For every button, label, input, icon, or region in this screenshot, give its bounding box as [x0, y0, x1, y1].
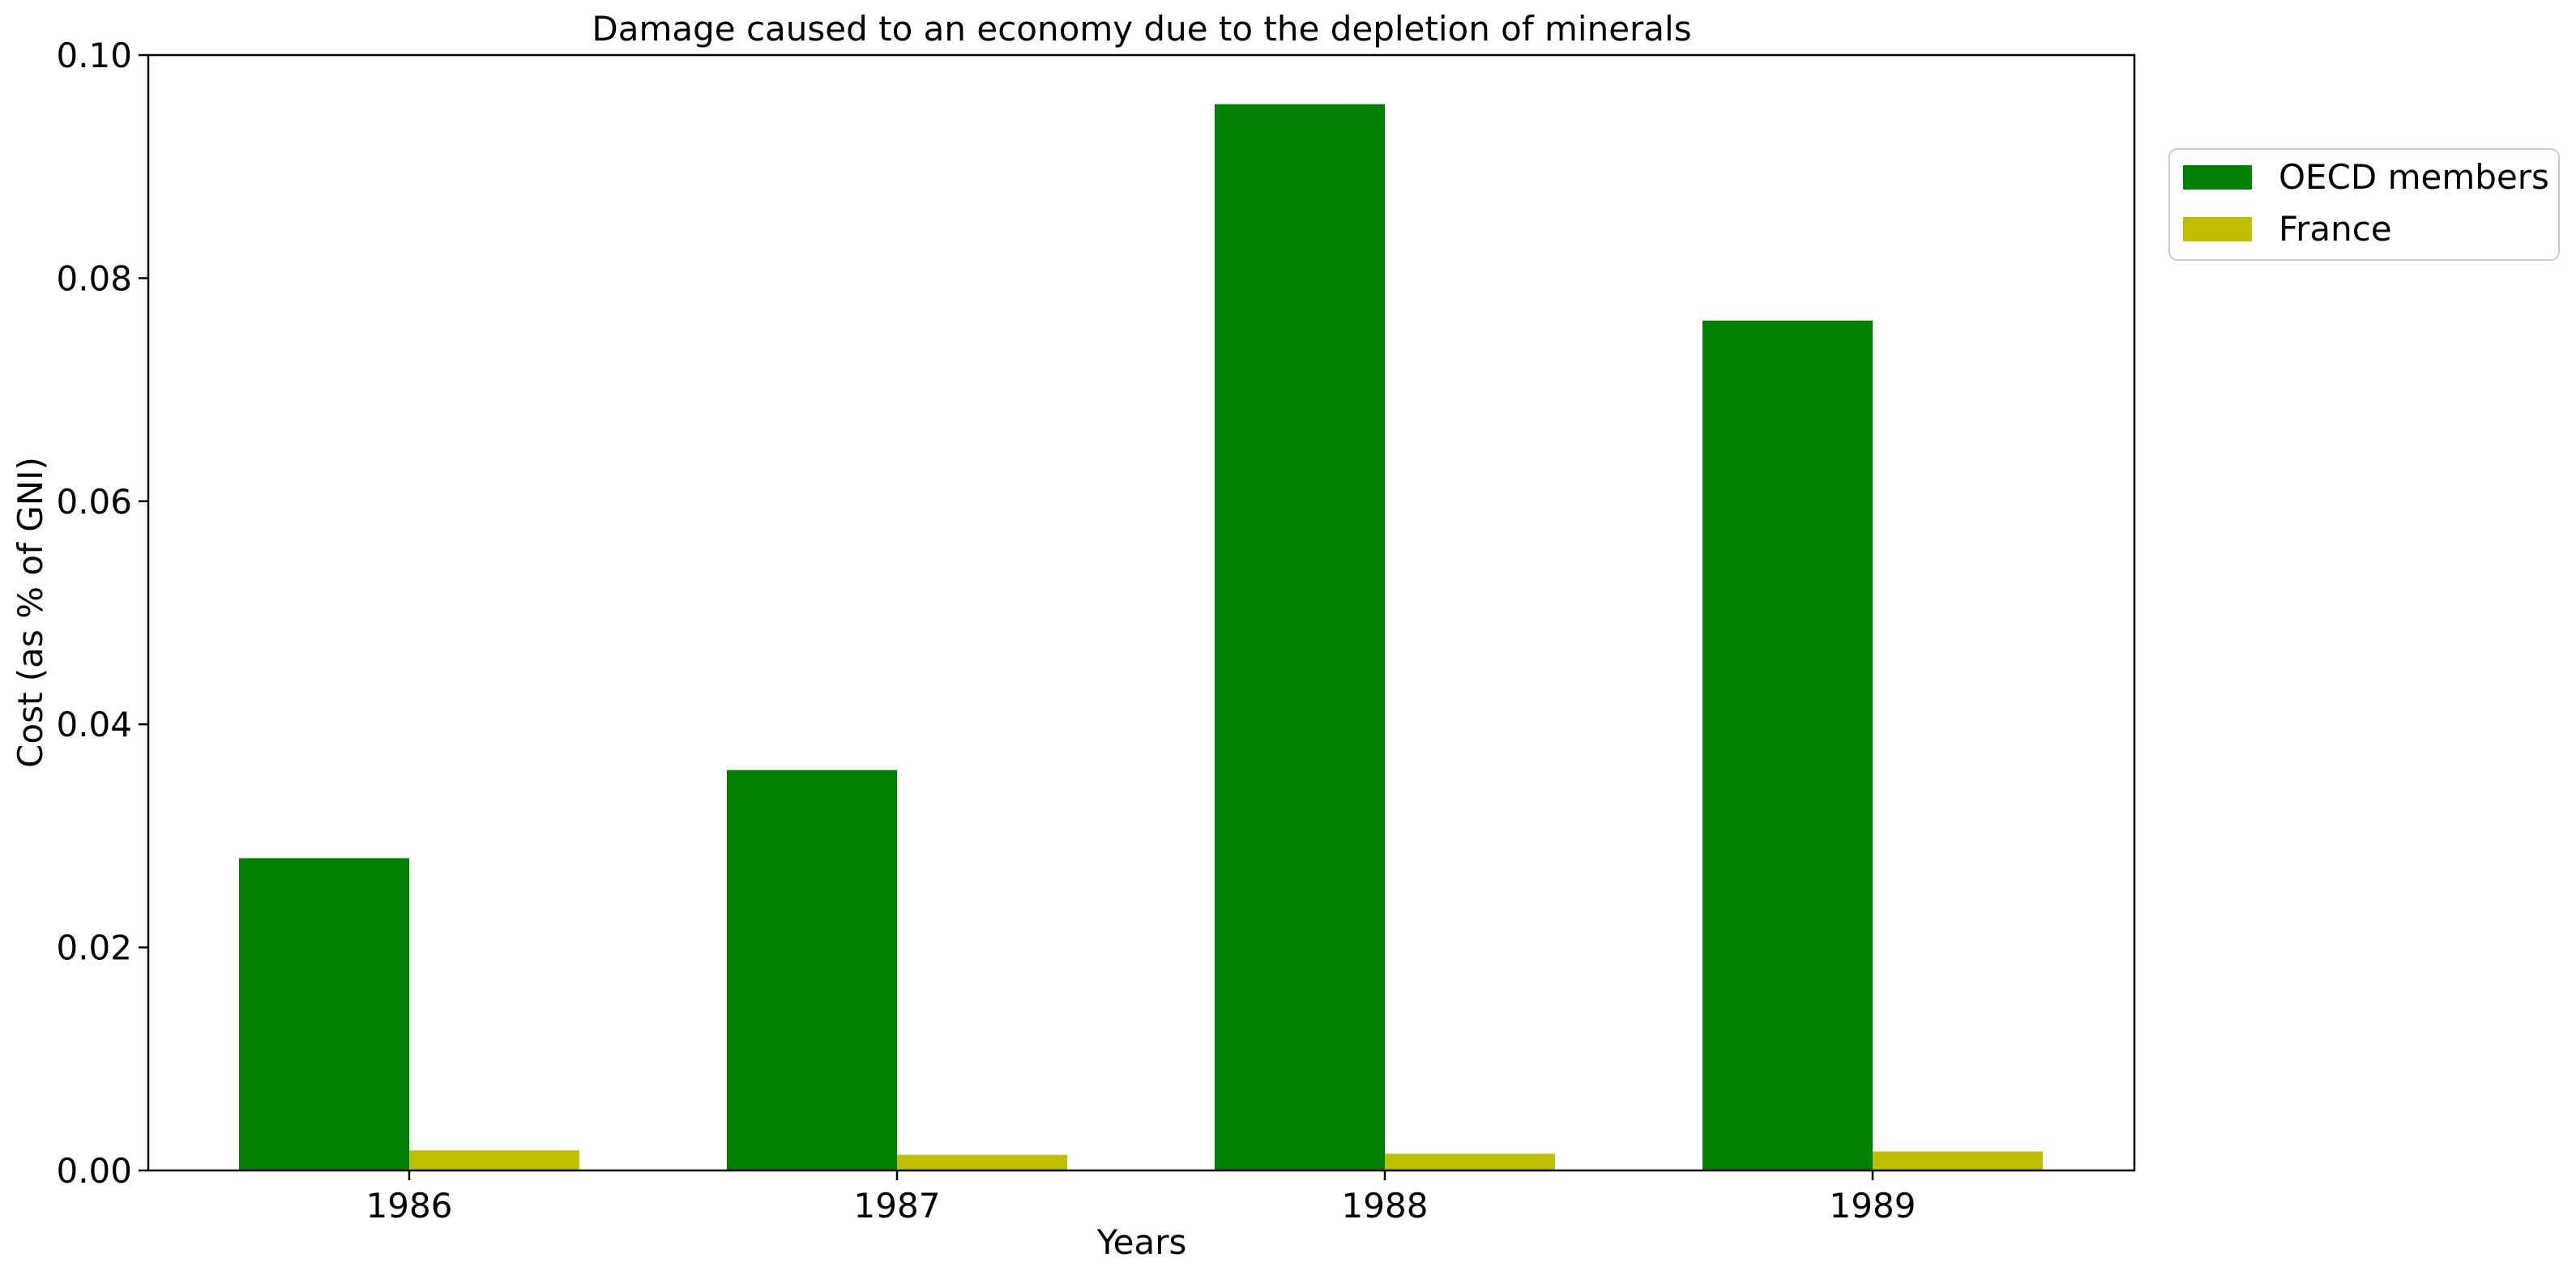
chart-title: Damage caused to an economy due to the d… [592, 9, 1691, 49]
legend-frame [2168, 148, 2560, 261]
bar-oecd-members-1987 [727, 770, 897, 1170]
x-tick-label-1986: 1986 [366, 1186, 453, 1226]
bar-france-1986 [409, 1150, 579, 1170]
y-tick-label-0.08: 0.08 [56, 258, 132, 298]
x-tick-label-1988: 1988 [1342, 1186, 1429, 1226]
y-axis-label: Cost (as % of GNI) [11, 457, 50, 768]
y-tick-label-0.00: 0.00 [56, 1151, 132, 1191]
legend-label-oecd-members: OECD members [2279, 157, 2549, 197]
x-tick-label-1987: 1987 [854, 1186, 941, 1226]
y-tick-label-0.06: 0.06 [56, 482, 132, 522]
y-tick-label-0.10: 0.10 [56, 36, 132, 75]
legend: OECD members France [2168, 148, 2560, 261]
bar-oecd-members-1989 [1702, 320, 1873, 1170]
plot-frame [147, 53, 2136, 1172]
x-tick-label-1989: 1989 [1830, 1186, 1916, 1226]
y-tick-label-0.04: 0.04 [56, 705, 132, 744]
bar-oecd-members-1986 [239, 858, 409, 1170]
y-tick-label-0.02: 0.02 [56, 928, 132, 968]
legend-swatch-oecd-members [2183, 165, 2252, 190]
bar-france-1988 [1385, 1153, 1555, 1170]
x-axis-label: Years [1096, 1222, 1187, 1262]
bars-group [239, 104, 2043, 1170]
legend-label-france: France [2279, 209, 2392, 249]
y-axis-ticks: 0.00 0.02 0.04 0.06 0.08 0.10 [56, 36, 148, 1191]
legend-swatch-france [2183, 217, 2252, 241]
bar-oecd-members-1988 [1215, 104, 1385, 1170]
bar-france-1987 [897, 1154, 1067, 1170]
x-axis-ticks: 1986 1987 1988 1989 [366, 1170, 1916, 1226]
bar-france-1989 [1873, 1151, 2043, 1170]
